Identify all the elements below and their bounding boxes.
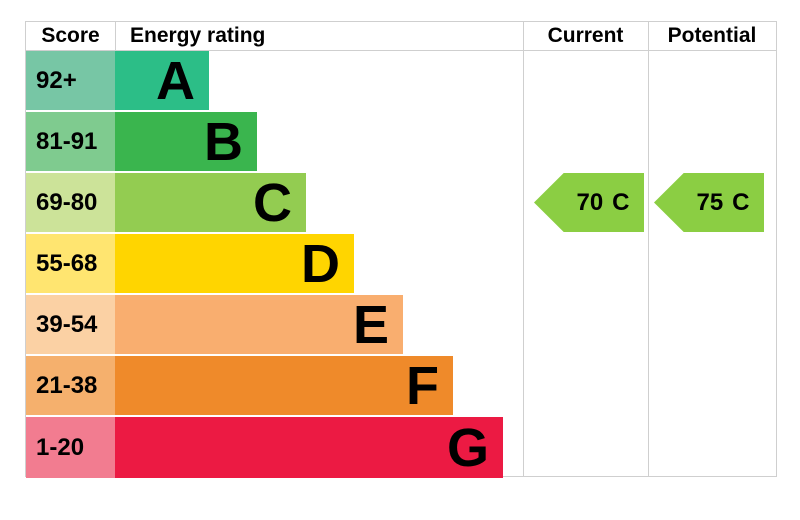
band-score-range: 69-80 — [26, 173, 115, 232]
potential-rating-letter: C — [732, 188, 750, 216]
band-bar: E — [115, 295, 403, 354]
band-bar: D — [115, 234, 354, 293]
bands: 92+ A 81-91 B 69-80 C 55-68 D 39-54 E 21… — [26, 51, 776, 478]
current-score: 70 — [576, 188, 604, 216]
band-score-range: 81-91 — [26, 112, 115, 171]
band-row: 81-91 B — [26, 112, 776, 173]
band-letter: D — [301, 233, 340, 294]
band-score-range: 1-20 — [26, 417, 115, 478]
band-row: 69-80 C — [26, 173, 776, 234]
band-row: 39-54 E — [26, 295, 776, 356]
band-score-range: 21-38 — [26, 356, 115, 415]
header-score: Score — [41, 24, 100, 47]
band-row: 92+ A — [26, 51, 776, 112]
table-header-row: Score Energy rating Current Potential — [26, 22, 776, 51]
band-letter: F — [406, 355, 439, 416]
band-row: 1-20 G — [26, 417, 776, 478]
band-score-range: 55-68 — [26, 234, 115, 293]
header-potential: Potential — [667, 24, 757, 47]
current-rating-letter: C — [612, 188, 630, 216]
divider-score-rating — [115, 22, 116, 50]
divider-current-potential — [648, 22, 649, 476]
band-score-range: 39-54 — [26, 295, 115, 354]
band-bar: B — [115, 112, 257, 171]
band-bar: F — [115, 356, 453, 415]
band-letter: C — [253, 172, 292, 233]
band-letter: E — [352, 294, 389, 355]
band-row: 55-68 D — [26, 234, 776, 295]
band-bar: A — [115, 51, 209, 110]
header-energy-rating: Energy rating — [130, 24, 266, 47]
band-bar: G — [115, 417, 503, 478]
divider-rating-current — [523, 22, 524, 476]
epc-table: Score Energy rating Current Potential 92… — [25, 21, 777, 478]
band-score-range: 92+ — [26, 51, 115, 110]
header-current: Current — [547, 24, 624, 47]
band-letter: G — [446, 417, 489, 478]
potential-score: 75 — [696, 188, 724, 216]
band-letter: B — [204, 111, 243, 172]
band-row: 21-38 F — [26, 356, 776, 417]
band-letter: A — [156, 50, 195, 111]
band-bar: C — [115, 173, 306, 232]
